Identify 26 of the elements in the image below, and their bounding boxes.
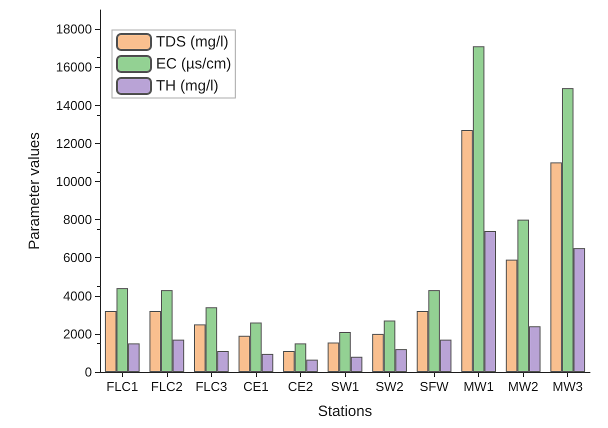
- y-tick-label: 2000: [63, 326, 92, 342]
- y-tick-label: 14000: [56, 98, 92, 113]
- y-tick-label: 18000: [56, 22, 92, 37]
- x-axis-title: Stations: [318, 403, 372, 420]
- x-tick-label: SW1: [330, 379, 360, 394]
- x-tick-label: MW3: [552, 379, 583, 394]
- x-tick-label: FLC2: [150, 379, 183, 394]
- y-tick-label: 8000: [63, 212, 92, 228]
- x-tick-label: SFW: [420, 379, 450, 394]
- x-tick-label: MW2: [508, 379, 538, 394]
- x-tick-label: MW1: [463, 379, 494, 394]
- legend-label: EC (µs/cm): [156, 56, 232, 72]
- y-tick-label: 0: [84, 364, 92, 380]
- y-tick-label: 12000: [56, 136, 92, 151]
- y-tick-label: 16000: [56, 60, 92, 75]
- x-tick-label: FLC1: [106, 379, 138, 394]
- legend-label: TH (mg/l): [156, 78, 218, 94]
- y-tick-label: 10000: [56, 174, 92, 189]
- x-tick-label: FLC3: [195, 379, 228, 394]
- x-tick-label: CE1: [243, 379, 269, 394]
- x-tick-label: CE2: [288, 379, 314, 394]
- y-axis-title: Parameter values: [26, 132, 43, 250]
- y-tick-label: 4000: [63, 288, 92, 304]
- x-tick-label: SW2: [375, 379, 404, 394]
- y-tick-label: 6000: [63, 250, 92, 266]
- legend-label: TDS (mg/l): [156, 34, 228, 50]
